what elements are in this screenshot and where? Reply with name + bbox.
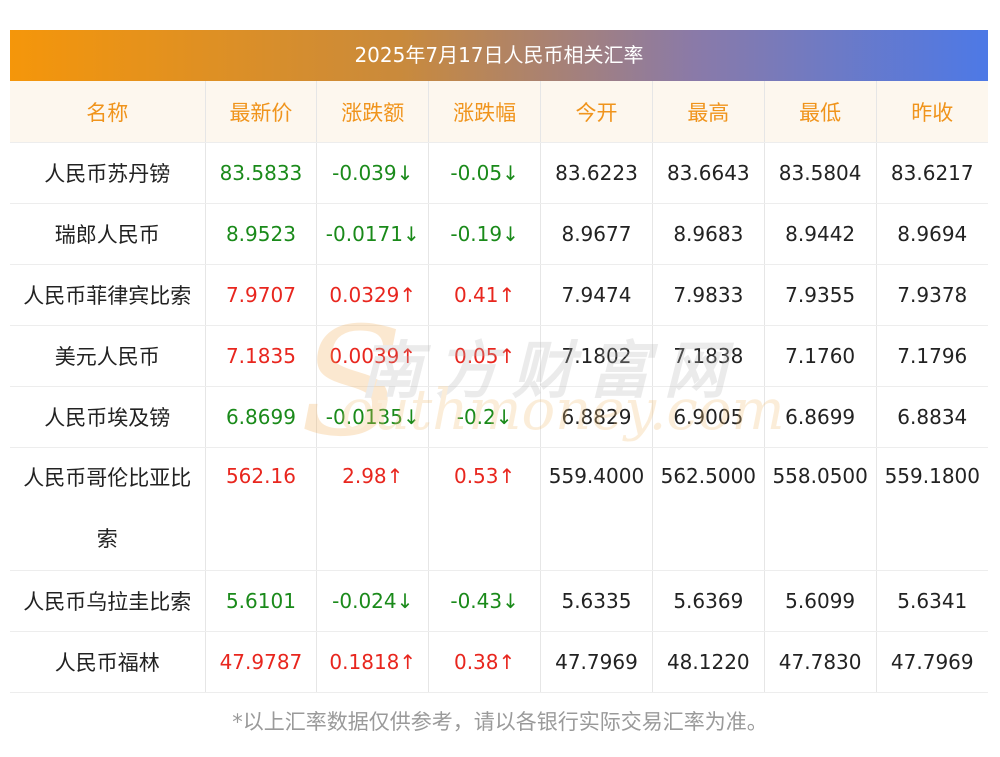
- high-cell: 8.9683: [652, 203, 765, 265]
- prev-close-cell: 7.9378: [876, 264, 988, 326]
- high-cell: 7.1838: [652, 325, 765, 387]
- high-cell: 562.5000: [652, 447, 765, 571]
- change-cell: -0.0171↓: [316, 203, 430, 265]
- table-row: 人民币菲律宾比索 7.9707 0.0329↑ 0.41↑ 7.9474 7.9833 7.…: [10, 264, 988, 326]
- table-row: 人民币乌拉圭比索 5.6101 -0.024↓ -0.43↓ 5.6335 5.6369 5…: [10, 570, 988, 632]
- open-cell: 559.4000: [540, 447, 653, 571]
- column-header-name: 名称: [10, 81, 206, 143]
- currency-pair-name: 人民币菲律宾比索: [10, 264, 206, 326]
- open-cell: 8.9677: [540, 203, 653, 265]
- currency-pair-name: 人民币苏丹镑: [10, 142, 206, 204]
- latest-price-cell: 47.9787: [205, 631, 318, 693]
- prev-close-cell: 8.9694: [876, 203, 988, 265]
- high-cell: 6.9005: [652, 386, 765, 448]
- disclaimer-text: *以上汇率数据仅供参考，请以各银行实际交易汇率为准。: [232, 710, 768, 734]
- change-cell: 0.0329↑: [316, 264, 430, 326]
- change-pct-cell: -0.19↓: [428, 203, 542, 265]
- open-cell: 7.9474: [540, 264, 653, 326]
- column-header-latest: 最新价: [205, 81, 318, 143]
- latest-price-cell: 8.9523: [205, 203, 318, 265]
- currency-pair-name-line2: 索: [96, 527, 118, 551]
- prev-close-cell: 6.8834: [876, 386, 988, 448]
- latest-price-cell: 5.6101: [205, 570, 318, 632]
- change-cell: 0.0039↑: [316, 325, 430, 387]
- latest-price-cell: 83.5833: [205, 142, 318, 204]
- table-header-row: 名称 最新价 涨跌额 涨跌幅 今开 最高 最低 昨收: [10, 81, 988, 143]
- table-row: 人民币哥伦比亚比索 562.16 2.98↑ 0.53↑ 559.4000 562.500…: [10, 447, 988, 571]
- change-cell: -0.024↓: [316, 570, 430, 632]
- open-cell: 5.6335: [540, 570, 653, 632]
- open-cell: 47.7969: [540, 631, 653, 693]
- column-header-prev-close: 昨收: [876, 81, 988, 143]
- low-cell: 558.0500: [764, 447, 877, 571]
- change-pct-cell: 0.41↑: [428, 264, 542, 326]
- low-cell: 47.7830: [764, 631, 877, 693]
- column-header-low: 最低: [764, 81, 877, 143]
- change-cell: 0.1818↑: [316, 631, 430, 693]
- prev-close-cell: 83.6217: [876, 142, 988, 204]
- table-row: 人民币福林 47.9787 0.1818↑ 0.38↑ 47.7969 48.1220 47…: [10, 631, 988, 693]
- low-cell: 7.9355: [764, 264, 877, 326]
- change-pct-cell: 0.53↑: [428, 447, 542, 571]
- high-cell: 5.6369: [652, 570, 765, 632]
- currency-pair-name: 人民币埃及镑: [10, 386, 206, 448]
- low-cell: 8.9442: [764, 203, 877, 265]
- low-cell: 7.1760: [764, 325, 877, 387]
- table-row: 人民币苏丹镑 83.5833 -0.039↓ -0.05↓ 83.6223 83.6643…: [10, 142, 988, 204]
- open-cell: 6.8829: [540, 386, 653, 448]
- prev-close-cell: 7.1796: [876, 325, 988, 387]
- rate-table-container: 2025年7月17日人民币相关汇率 名称 最新价 涨跌额 涨跌幅 今开 最高 最…: [10, 30, 988, 693]
- latest-price-cell: 562.16: [205, 447, 318, 571]
- currency-pair-name-line1: 人民币哥伦比亚比: [23, 466, 192, 490]
- latest-price-cell: 7.9707: [205, 264, 318, 326]
- open-cell: 83.6223: [540, 142, 653, 204]
- currency-pair-name: 美元人民币: [10, 325, 206, 387]
- latest-price-cell: 7.1835: [205, 325, 318, 387]
- high-cell: 7.9833: [652, 264, 765, 326]
- column-header-change-pct: 涨跌幅: [428, 81, 542, 143]
- currency-pair-name: 人民币乌拉圭比索: [10, 570, 206, 632]
- open-cell: 7.1802: [540, 325, 653, 387]
- change-pct-cell: -0.2↓: [428, 386, 542, 448]
- column-header-change: 涨跌额: [316, 81, 430, 143]
- change-cell: -0.039↓: [316, 142, 430, 204]
- table-row: 美元人民币 7.1835 0.0039↑ 0.05↑ 7.1802 7.1838 7.176…: [10, 325, 988, 387]
- latest-price-cell: 6.8699: [205, 386, 318, 448]
- high-cell: 83.6643: [652, 142, 765, 204]
- table-row: 瑞郎人民币 8.9523 -0.0171↓ -0.19↓ 8.9677 8.9683 8.9…: [10, 203, 988, 265]
- change-cell: 2.98↑: [316, 447, 430, 571]
- low-cell: 5.6099: [764, 570, 877, 632]
- change-cell: -0.0135↓: [316, 386, 430, 448]
- prev-close-cell: 47.7969: [876, 631, 988, 693]
- currency-pair-name: 瑞郎人民币: [10, 203, 206, 265]
- table-title: 2025年7月17日人民币相关汇率: [10, 30, 988, 81]
- currency-pair-name: 人民币福林: [10, 631, 206, 693]
- prev-close-cell: 5.6341: [876, 570, 988, 632]
- low-cell: 6.8699: [764, 386, 877, 448]
- change-pct-cell: 0.38↑: [428, 631, 542, 693]
- column-header-high: 最高: [652, 81, 765, 143]
- column-header-open: 今开: [540, 81, 653, 143]
- currency-pair-name: 人民币哥伦比亚比索: [10, 447, 206, 571]
- prev-close-cell: 559.1800: [876, 447, 988, 571]
- high-cell: 48.1220: [652, 631, 765, 693]
- change-pct-cell: -0.05↓: [428, 142, 542, 204]
- low-cell: 83.5804: [764, 142, 877, 204]
- change-pct-cell: -0.43↓: [428, 570, 542, 632]
- change-pct-cell: 0.05↑: [428, 325, 542, 387]
- exchange-rate-table: 名称 最新价 涨跌额 涨跌幅 今开 最高 最低 昨收 人民币苏丹镑 83.5833…: [10, 81, 988, 693]
- table-row: 人民币埃及镑 6.8699 -0.0135↓ -0.2↓ 6.8829 6.9005 6.8…: [10, 386, 988, 448]
